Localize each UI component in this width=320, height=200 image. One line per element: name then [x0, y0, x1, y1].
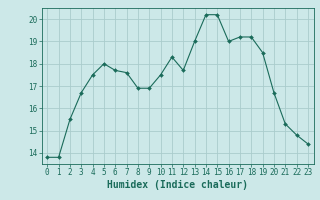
X-axis label: Humidex (Indice chaleur): Humidex (Indice chaleur) — [107, 180, 248, 190]
